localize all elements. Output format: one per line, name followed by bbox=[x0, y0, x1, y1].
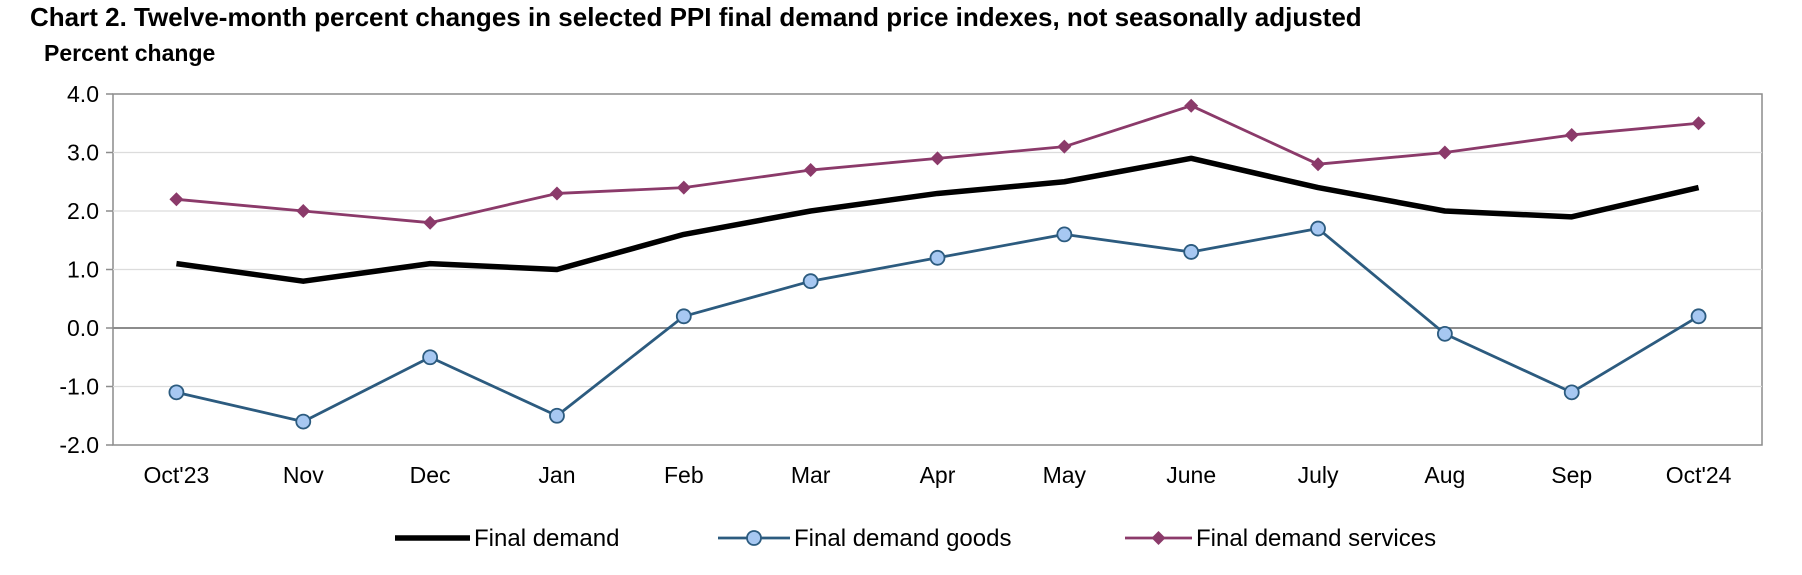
data-point-goods bbox=[549, 407, 565, 424]
data-point-services bbox=[930, 151, 945, 166]
data-point-services bbox=[1564, 127, 1579, 142]
x-tick-label: Dec bbox=[410, 462, 451, 488]
x-tick-label: Apr bbox=[920, 462, 956, 488]
data-point-goods bbox=[1563, 384, 1580, 401]
x-tick-label: Mar bbox=[791, 462, 831, 488]
data-point-goods bbox=[422, 349, 439, 366]
x-tick-label: July bbox=[1298, 462, 1339, 488]
data-point-services bbox=[169, 192, 184, 207]
data-point-services bbox=[1057, 139, 1072, 154]
data-point-goods bbox=[929, 249, 946, 266]
data-point-goods bbox=[1183, 244, 1200, 260]
legend-label: Final demand services bbox=[1196, 525, 1436, 552]
data-point-goods bbox=[1690, 308, 1707, 325]
data-point-goods bbox=[295, 413, 312, 430]
data-point-goods bbox=[1056, 226, 1073, 243]
data-point-services bbox=[296, 204, 311, 218]
y-axis-label: Percent change bbox=[44, 40, 215, 66]
data-point-goods bbox=[675, 308, 692, 325]
y-tick-label: 0.0 bbox=[67, 315, 99, 341]
data-point-services bbox=[1437, 145, 1452, 160]
data-point-services bbox=[423, 215, 438, 230]
x-tick-label: June bbox=[1166, 462, 1216, 488]
legend-marker-circle bbox=[746, 530, 762, 546]
x-tick-label: Feb bbox=[664, 462, 704, 488]
x-tick-label: Oct'24 bbox=[1666, 462, 1732, 488]
data-point-goods bbox=[1436, 325, 1453, 342]
x-tick-label: Sep bbox=[1551, 462, 1592, 488]
data-point-services bbox=[1184, 98, 1199, 113]
plot-area: 4.0 3.0 2.0 1.0 0.0 -1.0 -2.0 Oct'23 Nov Dec Jan Fe… bbox=[59, 81, 1763, 488]
data-point-goods bbox=[1310, 220, 1326, 237]
legend-label: Final demand bbox=[474, 525, 619, 552]
x-tick-label: Jan bbox=[538, 462, 575, 488]
y-tick-label: 4.0 bbox=[67, 81, 99, 107]
x-tick-label: Oct'23 bbox=[144, 462, 210, 488]
data-point-services bbox=[676, 180, 691, 195]
legend-marker-diamond bbox=[1151, 531, 1166, 545]
y-tick-label: -1.0 bbox=[59, 374, 99, 400]
y-tick-label: 3.0 bbox=[67, 140, 99, 166]
y-tick-label: -2.0 bbox=[59, 432, 99, 458]
chart-title: Chart 2. Twelve-month percent changes in… bbox=[30, 2, 1362, 32]
y-tick-label: 1.0 bbox=[67, 257, 99, 283]
data-point-services bbox=[549, 186, 564, 201]
data-point-goods bbox=[168, 384, 185, 401]
data-point-services bbox=[803, 163, 818, 178]
x-tick-label: Nov bbox=[283, 462, 324, 488]
x-tick-label: Aug bbox=[1424, 462, 1465, 488]
y-tick-label: 2.0 bbox=[67, 198, 99, 224]
data-point-goods bbox=[802, 273, 819, 290]
series-line-0 bbox=[176, 155, 1700, 284]
legend: Final demand Final demand goods Final dema… bbox=[395, 525, 1436, 552]
legend-label: Final demand goods bbox=[794, 525, 1011, 552]
x-tick-label: May bbox=[1043, 462, 1087, 488]
data-point-services bbox=[1691, 116, 1706, 131]
data-point-services bbox=[1311, 157, 1326, 172]
